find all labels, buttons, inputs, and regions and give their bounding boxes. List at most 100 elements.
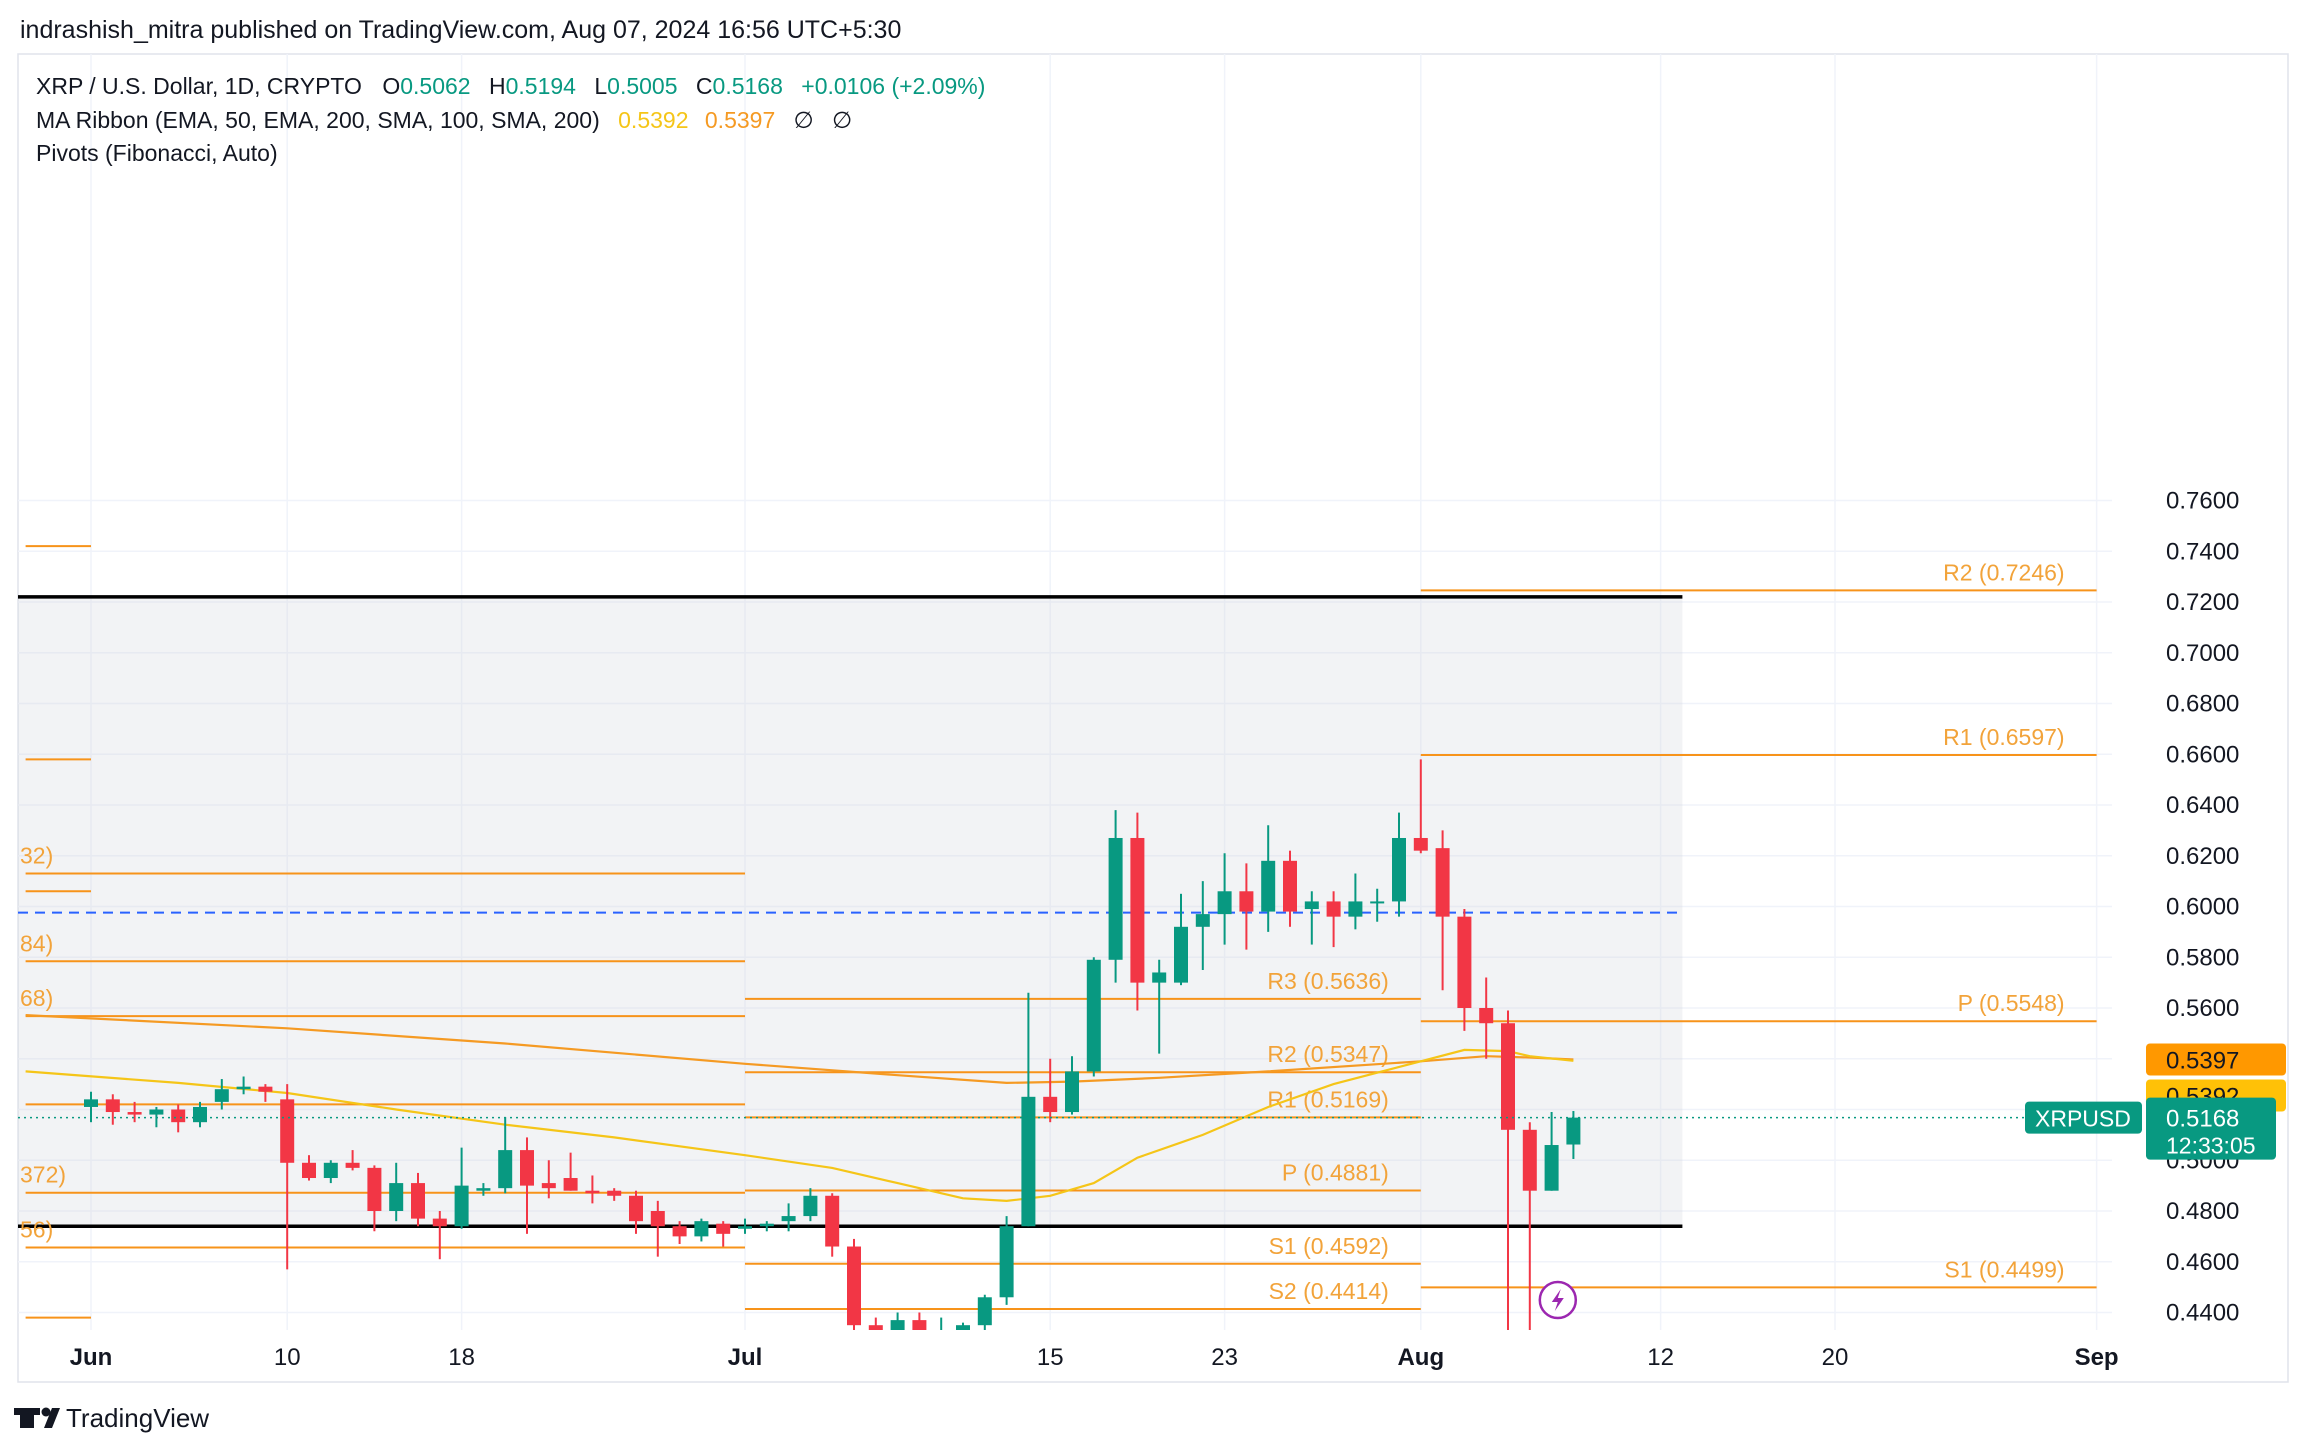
pivot-label: R3 (0.5636) [1267,968,1388,994]
candle[interactable] [1086,957,1101,1077]
candle[interactable] [541,1160,556,1199]
candle[interactable] [1043,1058,1058,1123]
candles[interactable] [84,759,1581,1361]
candle[interactable] [738,1218,752,1234]
candle[interactable] [803,1188,818,1222]
candle[interactable] [367,1165,382,1232]
candle-body [1043,1096,1058,1113]
lightning-icon[interactable] [1538,1280,1578,1320]
candle[interactable] [912,1312,927,1354]
candle[interactable] [1326,891,1341,948]
candle[interactable] [432,1211,447,1260]
candle[interactable] [258,1084,273,1102]
candle[interactable] [127,1101,142,1123]
candle[interactable] [956,1322,970,1361]
candle-body [672,1226,687,1237]
candle[interactable] [1304,891,1319,945]
candle[interactable] [302,1155,316,1181]
candle[interactable] [1261,825,1276,932]
candle[interactable] [1152,959,1167,1054]
pivot-label: 84) [20,930,53,956]
candle[interactable] [1457,909,1472,1031]
candle[interactable] [1479,977,1494,1059]
candle-body [738,1226,752,1229]
candle[interactable] [280,1084,295,1270]
candle[interactable] [214,1079,229,1110]
candle[interactable] [1544,1112,1559,1191]
price-axis[interactable]: 0.44000.46000.48000.50000.52000.54000.56… [2166,488,2239,1327]
candle[interactable] [847,1238,861,1351]
legend-pivots-label[interactable]: Pivots (Fibonacci, Auto) [36,140,278,166]
candle[interactable] [1566,1111,1581,1159]
candle[interactable] [498,1117,513,1194]
candle[interactable] [759,1221,774,1232]
candle[interactable] [411,1172,425,1227]
candle[interactable] [1522,1122,1537,1330]
candle[interactable] [193,1101,207,1128]
candle[interactable] [607,1188,622,1201]
candle[interactable] [716,1221,731,1247]
candle[interactable] [629,1190,643,1234]
price-tick-label: 0.7000 [2166,640,2239,667]
candle-body [868,1325,883,1330]
candle-body [1021,1096,1036,1227]
candle[interactable] [1217,853,1232,945]
candle[interactable] [934,1317,948,1351]
candle[interactable] [868,1317,883,1356]
candle[interactable] [389,1162,404,1222]
candle[interactable] [236,1076,251,1095]
candle[interactable] [323,1160,338,1184]
candle[interactable] [563,1152,578,1191]
candle-body [563,1178,578,1191]
legend-ohlc-line: XRP / U.S. Dollar, 1D, CRYPTO O0.5062 H0… [36,73,985,99]
candle[interactable] [1413,759,1428,854]
candle[interactable] [825,1193,840,1257]
candle[interactable] [476,1183,491,1196]
candle-body [171,1109,186,1123]
candle[interactable] [1239,863,1254,950]
symbol-badge-text: XRPUSD [2035,1106,2131,1132]
candle[interactable] [1174,893,1188,986]
candle-body [1326,901,1341,917]
candle[interactable] [650,1200,665,1257]
candle[interactable] [1283,850,1297,927]
candle-body [1239,891,1254,912]
candle[interactable] [1370,888,1385,922]
candle[interactable] [520,1137,534,1234]
candle-body [193,1106,207,1123]
tradingview-logo[interactable]: TradingView [14,1403,209,1433]
candle[interactable] [1108,810,1123,983]
candle-body [367,1167,382,1211]
candle-body [389,1183,404,1211]
candle[interactable] [1130,812,1145,1011]
pivot-label: 32) [20,843,53,869]
candle[interactable] [890,1312,905,1359]
ohlc-o-label: O [382,73,400,99]
candle-body [1195,914,1210,927]
candle[interactable] [1195,881,1210,970]
legend-symbol[interactable]: XRP / U.S. Dollar, 1D, CRYPTO [36,73,362,99]
candle[interactable] [672,1221,687,1244]
candle[interactable] [585,1175,600,1204]
candle-body [629,1195,643,1222]
candle[interactable] [977,1294,992,1331]
candle[interactable] [454,1147,469,1229]
candle[interactable] [1501,1010,1515,1343]
candle[interactable] [694,1218,709,1242]
candle[interactable] [1021,992,1036,1227]
time-axis[interactable]: Jun 10 18 Jul 15 23 Aug 12 20 Sep [70,1344,2119,1371]
candle[interactable] [1435,830,1450,991]
candle[interactable] [171,1104,186,1133]
candle[interactable] [1348,873,1363,930]
candle-body [1261,860,1276,912]
candle-body [127,1112,142,1115]
candle[interactable] [1065,1056,1079,1115]
candle[interactable] [999,1216,1014,1305]
candle[interactable] [105,1094,120,1125]
candle[interactable] [1392,812,1406,917]
legend-ma-ribbon-line[interactable]: MA Ribbon (EMA, 50, EMA, 200, SMA, 100, … [36,107,852,133]
candle[interactable] [781,1203,796,1232]
candle[interactable] [345,1150,360,1171]
